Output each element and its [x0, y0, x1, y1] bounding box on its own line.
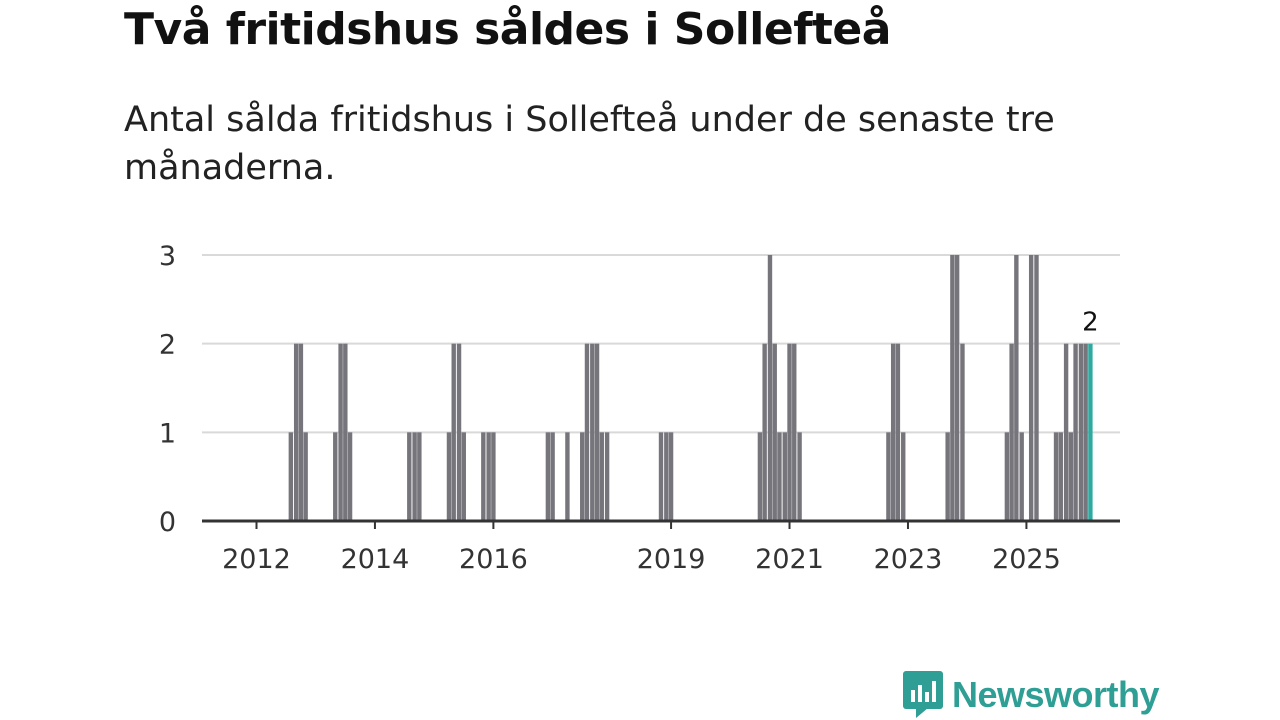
bar — [762, 343, 767, 521]
bar — [481, 432, 486, 521]
x-tick-label: 2019 — [637, 544, 706, 575]
bar — [1058, 432, 1063, 521]
x-tick-label: 2025 — [992, 544, 1061, 575]
bar — [451, 343, 456, 521]
bar — [412, 432, 417, 521]
bar — [565, 432, 570, 521]
bar — [1014, 255, 1019, 521]
bar — [1004, 432, 1010, 521]
bar — [772, 343, 777, 521]
x-tick-label: 2021 — [755, 544, 824, 575]
bar — [767, 255, 773, 521]
bar — [757, 432, 763, 521]
y-tick-label: 0 — [159, 507, 176, 538]
bar — [599, 432, 604, 521]
bar — [895, 343, 901, 521]
bar — [580, 432, 585, 521]
bar — [594, 343, 600, 521]
bar — [1009, 343, 1014, 521]
bar — [347, 432, 353, 521]
bar — [604, 432, 610, 521]
x-tick-label: 2012 — [222, 544, 291, 575]
bar — [890, 343, 896, 521]
bar — [668, 432, 674, 521]
newsworthy-wordmark: Newsworthy — [952, 674, 1160, 715]
bar — [343, 343, 348, 521]
bar — [792, 343, 797, 521]
bar — [550, 432, 555, 521]
bar — [1083, 343, 1088, 521]
bar-highlight — [1088, 343, 1093, 521]
bar — [584, 343, 590, 521]
bar — [338, 343, 343, 521]
bar — [901, 432, 906, 521]
bar — [945, 432, 950, 521]
bar — [545, 432, 551, 521]
bar — [288, 432, 294, 521]
bar — [303, 432, 308, 521]
bar — [446, 432, 452, 521]
bar — [797, 432, 802, 521]
y-tick-label: 3 — [159, 241, 176, 272]
x-tick-label: 2023 — [874, 544, 943, 575]
bar — [298, 343, 304, 521]
bar — [407, 432, 412, 521]
bar — [590, 343, 595, 521]
bar — [787, 343, 792, 521]
bar — [960, 343, 965, 521]
bar — [950, 255, 955, 521]
bar — [293, 343, 299, 521]
bar — [886, 432, 891, 521]
bar — [777, 432, 782, 521]
bar-value-label: 2 — [1082, 308, 1099, 338]
bar — [954, 255, 960, 521]
bar — [664, 432, 669, 521]
bar — [486, 432, 491, 521]
chart-subtitle: Antal sålda fritidshus i Sollefteå under… — [124, 100, 1055, 188]
newsworthy-logo-icon — [903, 671, 943, 718]
x-tick-label: 2014 — [341, 544, 410, 575]
bar — [456, 343, 462, 521]
bar — [1078, 343, 1084, 521]
bar — [333, 432, 338, 521]
bar — [782, 432, 787, 521]
bar — [1028, 255, 1034, 521]
bar — [1034, 255, 1039, 521]
bar — [658, 432, 664, 521]
chart-title: Två fritidshus såldes i Sollefteå — [124, 4, 891, 55]
bar — [1068, 432, 1074, 521]
bar — [491, 432, 496, 521]
y-tick-label: 1 — [159, 418, 176, 449]
bar — [1073, 343, 1078, 521]
bar — [1063, 343, 1069, 521]
x-tick-label: 2016 — [459, 544, 528, 575]
newsworthy-logo: Newsworthy — [902, 670, 1160, 720]
bar — [461, 432, 466, 521]
y-tick-label: 2 — [159, 330, 176, 361]
bar — [417, 432, 422, 521]
bar — [1053, 432, 1059, 521]
bar — [1019, 432, 1024, 521]
